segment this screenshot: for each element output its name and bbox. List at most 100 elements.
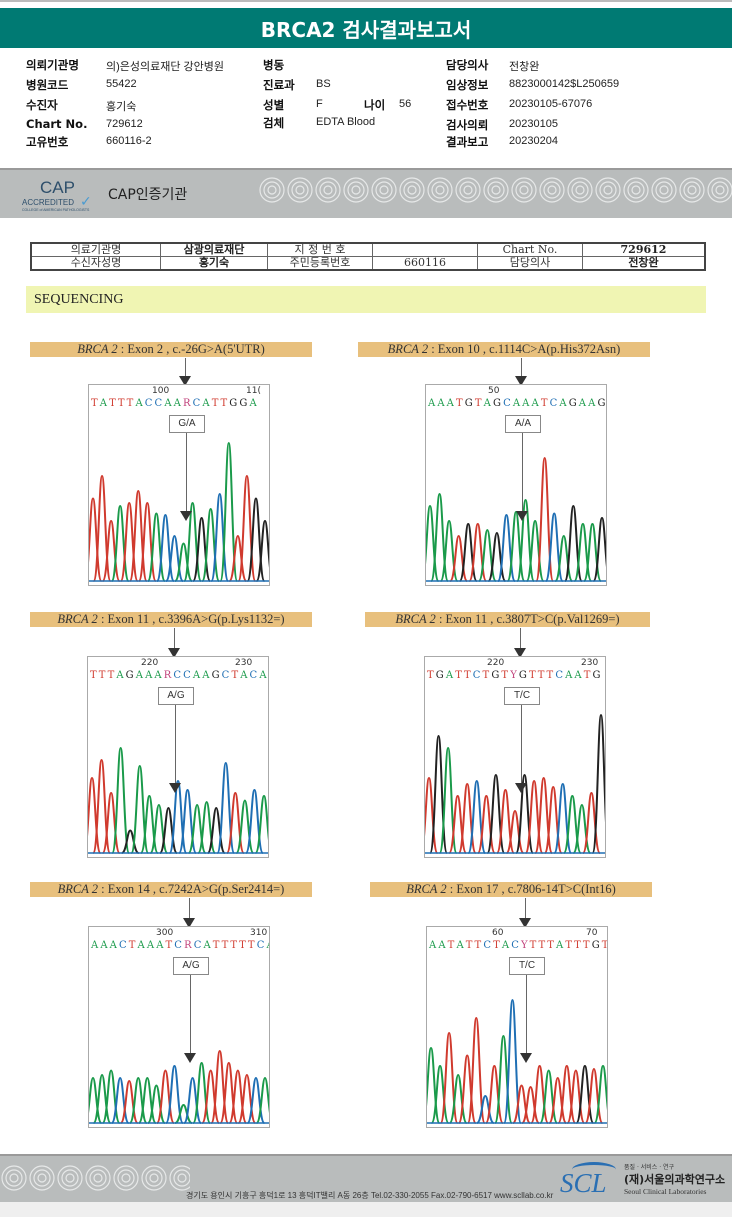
table-cell: 담당의사 — [477, 256, 583, 271]
base-call: A — [146, 940, 155, 951]
trace-peak — [593, 1064, 607, 1124]
trace-peak — [201, 507, 221, 582]
cap-logo-accredited: ACCREDITED — [22, 198, 75, 207]
wave-swirl — [655, 181, 673, 199]
clinical-value: 8823000142$L250659 — [509, 78, 620, 90]
trace-peak — [246, 1076, 266, 1124]
wave-swirl — [603, 185, 613, 195]
trace-plot — [89, 441, 269, 582]
variant-label: BRCA 2 : Exon 11 , c.3807T>C(p.Val1269=) — [365, 612, 650, 627]
wave-swirl — [29, 1165, 55, 1191]
base-call: C — [192, 398, 201, 409]
base-call: T — [540, 398, 549, 409]
pointer-line — [190, 975, 191, 1055]
genotype-label: G/A — [169, 415, 205, 433]
base-call: T — [212, 940, 221, 951]
base-call: A — [428, 398, 436, 409]
variant-label: BRCA 2 : Exon 14 , c.7242A>G(p.Ser2414=) — [30, 882, 312, 897]
base-call: A — [445, 670, 454, 681]
position-label: 70 — [586, 928, 598, 938]
trace-peak — [255, 1076, 269, 1124]
table-cell: 의료기관명 — [30, 242, 161, 257]
wave-swirl — [459, 181, 477, 199]
receipt-value: 20230105-67076 — [509, 98, 593, 110]
base-call: R — [184, 940, 193, 951]
chromatogram: 220 230 T G A T T C T G T Y G T T T C A A T G T/C — [424, 656, 606, 858]
variant-label: BRCA 2 : Exon 17 , c.7806-14T>C(Int16) — [370, 882, 652, 897]
base-call: C — [555, 670, 564, 681]
base-call: A — [91, 940, 99, 951]
trace-peak — [89, 1076, 103, 1124]
arrow-down-icon — [180, 511, 192, 521]
base-call: C — [173, 670, 182, 681]
base-call: A — [522, 398, 530, 409]
base-call: A — [249, 398, 258, 409]
wave-swirl — [651, 177, 677, 203]
wave-swirl — [707, 177, 732, 203]
base-call: G — [518, 670, 528, 681]
base-call: A — [565, 670, 573, 681]
wave-swirl — [571, 181, 589, 199]
base-call: T — [107, 670, 115, 681]
base-call: G — [591, 940, 601, 951]
patient-summary-table: 의료기관명 삼광의료재단 지 정 번 호 Chart No. 729612 수신… — [30, 242, 706, 271]
base-call: A — [483, 398, 492, 409]
patient-label: 수진자 — [26, 98, 58, 112]
base-call: A — [531, 398, 540, 409]
base-call: T — [602, 940, 607, 951]
genotype-label: A/G — [173, 957, 209, 975]
base-call: T — [109, 398, 117, 409]
wave-swirl — [145, 1169, 163, 1187]
trace-peak — [476, 794, 496, 854]
variant-description: : Exon 17 , c.7806-14T>C(Int16) — [446, 882, 616, 896]
wave-swirl — [61, 1169, 79, 1187]
arrow-down-icon — [168, 648, 180, 658]
base-call: A — [100, 940, 109, 951]
trace-peak — [255, 519, 269, 582]
table-cell: Chart No. — [477, 242, 583, 257]
base-call: G — [125, 670, 135, 681]
wave-pattern-decoration — [259, 177, 732, 203]
trace-peak — [425, 776, 439, 854]
position-label: 220 — [141, 658, 159, 668]
base-call: C — [472, 670, 482, 681]
trace-peak — [119, 1079, 139, 1124]
doctor-label: 담당의사 — [446, 58, 489, 72]
dept-label: 진료과 — [263, 78, 295, 92]
trace-peak — [584, 1067, 604, 1124]
variant-description: : Exon 14 , c.7242A>G(p.Ser2414=) — [98, 882, 285, 896]
base-call: T — [165, 940, 173, 951]
chart-label: Chart No. — [26, 117, 88, 131]
cap-logo-text: CAP — [40, 178, 75, 197]
report-value: 20230204 — [509, 135, 558, 147]
base-call: A — [203, 940, 212, 951]
trace-peak — [92, 1073, 112, 1124]
cap-certified-text: CAP인증기관 — [108, 187, 188, 203]
footer-band: 경기도 용인시 기흥구 흥덕1로 13 흥덕IT밸리 A동 26층 Tel.02… — [0, 1154, 732, 1202]
base-call: T — [98, 670, 107, 681]
report-title: BRCA2 검사결과보고서 — [260, 17, 472, 42]
pointer-line — [185, 358, 186, 384]
gene-name: BRCA 2 — [406, 882, 447, 896]
cap-accreditation-band: CAP ACCREDITED ✓ COLLEGE of AMERICAN PAT… — [0, 168, 732, 218]
variant-description: : Exon 10 , c.1114C>A(p.His372Asn) — [428, 342, 621, 356]
pointer-line — [174, 628, 175, 656]
arrow-down-icon — [514, 648, 526, 658]
trace-peak — [591, 713, 605, 854]
variant-description: : Exon 11 , c.3807T>C(p.Val1269=) — [435, 612, 620, 626]
institution-value: 의)은성의료재단 강안병원 — [106, 61, 225, 73]
gene-name: BRCA 2 — [57, 882, 99, 896]
trace-peak — [146, 1084, 166, 1124]
trace-plot — [88, 746, 268, 854]
base-call: C — [193, 940, 202, 951]
wave-swirl — [177, 1173, 187, 1183]
wave-swirl — [491, 185, 501, 195]
base-call: G — [239, 398, 248, 409]
trace-peak — [503, 998, 522, 1124]
sex-value: F — [316, 98, 323, 110]
wave-swirl — [511, 177, 537, 203]
base-call: T — [574, 940, 582, 951]
arrow-down-icon — [183, 918, 195, 928]
pointer-line — [521, 358, 522, 384]
genotype-label: T/C — [504, 687, 540, 705]
